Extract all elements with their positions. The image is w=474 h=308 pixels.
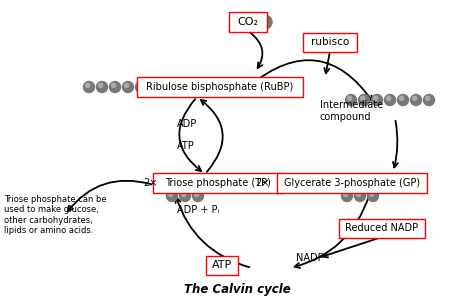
Circle shape [122, 82, 134, 92]
Circle shape [386, 96, 391, 100]
Text: Triose phosphate (TP): Triose phosphate (TP) [165, 178, 271, 188]
Circle shape [258, 15, 272, 29]
Circle shape [99, 83, 103, 87]
Circle shape [194, 192, 199, 197]
Circle shape [136, 82, 146, 92]
Circle shape [341, 191, 353, 201]
Text: The Calvin cycle: The Calvin cycle [183, 283, 291, 297]
Circle shape [261, 17, 266, 22]
Circle shape [370, 192, 374, 197]
Circle shape [83, 82, 94, 92]
Circle shape [166, 191, 177, 201]
Circle shape [358, 95, 370, 106]
Circle shape [426, 96, 430, 100]
Circle shape [347, 96, 352, 100]
FancyBboxPatch shape [153, 173, 283, 193]
Circle shape [192, 191, 203, 201]
Circle shape [423, 95, 435, 106]
Circle shape [85, 83, 90, 87]
FancyBboxPatch shape [206, 256, 238, 274]
Circle shape [372, 95, 383, 106]
Circle shape [344, 192, 348, 197]
Text: ADP: ADP [177, 119, 197, 129]
FancyBboxPatch shape [277, 173, 427, 193]
Circle shape [367, 191, 379, 201]
Text: Triose phosphate can be
used to make glucose,
other carbohydrates,
lipids or ami: Triose phosphate can be used to make glu… [4, 195, 107, 235]
Text: 2×: 2× [144, 178, 158, 188]
Circle shape [97, 82, 108, 92]
Circle shape [180, 191, 191, 201]
Circle shape [384, 95, 395, 106]
Text: NADP: NADP [296, 253, 324, 263]
Circle shape [400, 96, 404, 100]
Circle shape [361, 96, 365, 100]
Circle shape [410, 95, 421, 106]
FancyBboxPatch shape [137, 77, 303, 97]
Text: ATP: ATP [212, 260, 232, 270]
Text: ATP: ATP [177, 141, 195, 151]
Circle shape [169, 192, 173, 197]
FancyBboxPatch shape [229, 12, 267, 32]
Circle shape [356, 192, 361, 197]
Text: 2×: 2× [255, 178, 270, 188]
FancyBboxPatch shape [339, 218, 425, 237]
Text: Reduced NADP: Reduced NADP [346, 223, 419, 233]
Text: CO₂: CO₂ [237, 17, 258, 27]
Circle shape [137, 83, 142, 87]
Circle shape [125, 83, 129, 87]
Circle shape [355, 191, 365, 201]
Text: Ribulose bisphosphate (RuBP): Ribulose bisphosphate (RuBP) [146, 82, 293, 92]
Circle shape [182, 192, 186, 197]
Circle shape [412, 96, 417, 100]
FancyBboxPatch shape [303, 33, 357, 51]
Text: Glycerate 3-phosphate (GP): Glycerate 3-phosphate (GP) [284, 178, 420, 188]
Text: rubisco: rubisco [311, 37, 349, 47]
Circle shape [398, 95, 409, 106]
Text: ADP + Pᵢ: ADP + Pᵢ [177, 205, 219, 215]
Circle shape [109, 82, 120, 92]
Circle shape [111, 83, 116, 87]
Text: Intermediate
compound: Intermediate compound [320, 100, 383, 122]
Circle shape [346, 95, 356, 106]
Circle shape [374, 96, 378, 100]
